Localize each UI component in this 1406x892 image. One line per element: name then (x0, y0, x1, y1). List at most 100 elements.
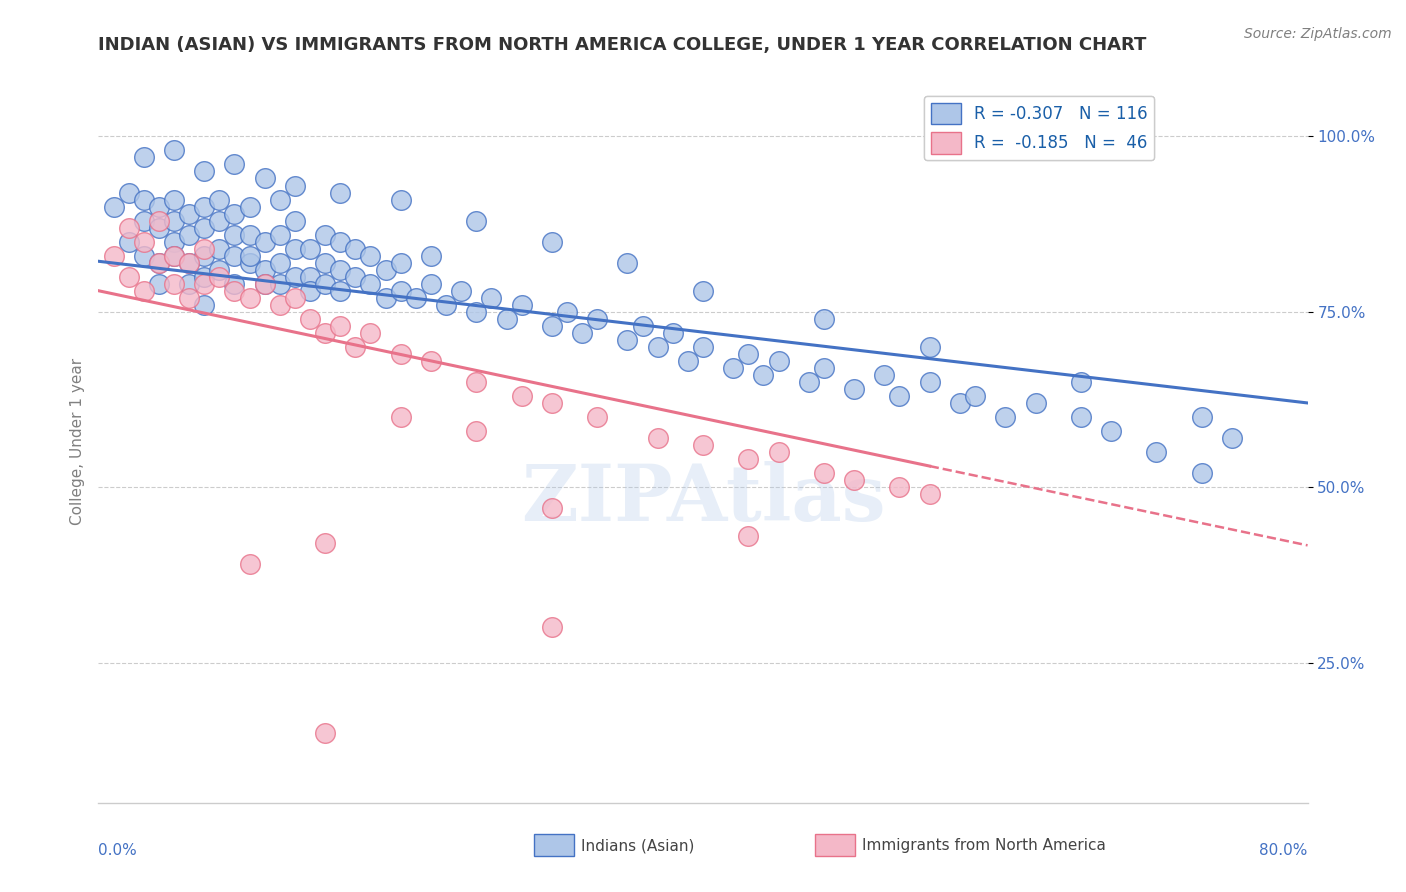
Point (239, 255, 262, 269)
Point (889, 480, 911, 494)
Text: INDIAN (ASIAN) VS IMMIGRANTS FROM NORTH AMERICA COLLEGE, UNDER 1 YEAR CORRELATIO: INDIAN (ASIAN) VS IMMIGRANTS FROM NORTH … (98, 36, 1147, 54)
Point (118, 186, 141, 200)
Point (389, 284, 412, 298)
Point (314, 326, 336, 340)
Point (118, 269, 141, 284)
Point (555, 305, 578, 319)
Point (148, 220, 170, 235)
Point (329, 318, 352, 333)
Point (163, 193, 186, 207)
Point (179, 206, 201, 220)
Point (284, 242, 307, 256)
Point (224, 227, 246, 242)
Point (132, 235, 155, 249)
Point (481, 291, 503, 305)
Point (692, 340, 714, 354)
Point (148, 277, 170, 291)
Point (163, 144, 186, 158)
Point (193, 220, 215, 235)
Point (163, 213, 186, 227)
Point (193, 164, 215, 178)
Y-axis label: College, Under 1 year: College, Under 1 year (69, 358, 84, 525)
Point (239, 558, 262, 572)
Point (918, 340, 941, 354)
Point (148, 255, 170, 269)
Point (253, 235, 276, 249)
Point (405, 291, 427, 305)
Point (737, 452, 759, 467)
Point (737, 529, 759, 543)
Point (179, 277, 201, 291)
Point (163, 277, 186, 291)
Point (299, 242, 322, 256)
Point (284, 178, 307, 193)
Point (179, 227, 201, 242)
Point (510, 389, 533, 403)
Text: Source: ZipAtlas.com: Source: ZipAtlas.com (1244, 27, 1392, 41)
Point (193, 200, 215, 214)
Point (132, 193, 155, 207)
Point (737, 347, 759, 361)
Point (193, 249, 215, 263)
Point (918, 375, 941, 389)
Point (420, 249, 443, 263)
Point (434, 298, 457, 312)
Point (208, 242, 231, 256)
Point (344, 340, 367, 354)
Point (692, 284, 714, 298)
Point (224, 284, 246, 298)
Point (314, 536, 336, 550)
Point (616, 333, 638, 347)
Text: Indians (Asian): Indians (Asian) (581, 838, 695, 853)
Point (540, 318, 562, 333)
Point (813, 466, 835, 480)
Point (148, 255, 170, 269)
Point (692, 438, 714, 452)
Point (329, 262, 352, 277)
Point (676, 354, 699, 368)
Point (269, 227, 291, 242)
Point (118, 235, 141, 249)
Point (344, 269, 367, 284)
Point (314, 725, 336, 739)
Point (360, 277, 382, 291)
Point (389, 409, 412, 424)
Point (510, 298, 533, 312)
Point (949, 396, 972, 410)
Point (148, 200, 170, 214)
Point (224, 249, 246, 263)
Point (889, 389, 911, 403)
Point (329, 186, 352, 200)
Point (1070, 375, 1092, 389)
Point (253, 171, 276, 186)
Point (208, 269, 231, 284)
Point (465, 424, 488, 438)
Point (132, 284, 155, 298)
Text: ZIPAtlas: ZIPAtlas (520, 461, 886, 537)
Point (269, 298, 291, 312)
Point (344, 242, 367, 256)
Point (586, 311, 609, 326)
Point (193, 277, 215, 291)
Point (163, 249, 186, 263)
Point (389, 193, 412, 207)
Point (768, 445, 790, 459)
Point (1191, 409, 1213, 424)
Point (253, 262, 276, 277)
Point (163, 235, 186, 249)
Point (118, 220, 141, 235)
Point (148, 213, 170, 227)
Point (586, 409, 609, 424)
Point (389, 255, 412, 269)
Point (239, 227, 262, 242)
Point (284, 291, 307, 305)
Point (374, 291, 396, 305)
Point (616, 255, 638, 269)
Point (224, 157, 246, 171)
Point (540, 501, 562, 516)
Point (299, 269, 322, 284)
Point (661, 326, 683, 340)
Point (768, 354, 790, 368)
Point (132, 151, 155, 165)
Point (465, 305, 488, 319)
